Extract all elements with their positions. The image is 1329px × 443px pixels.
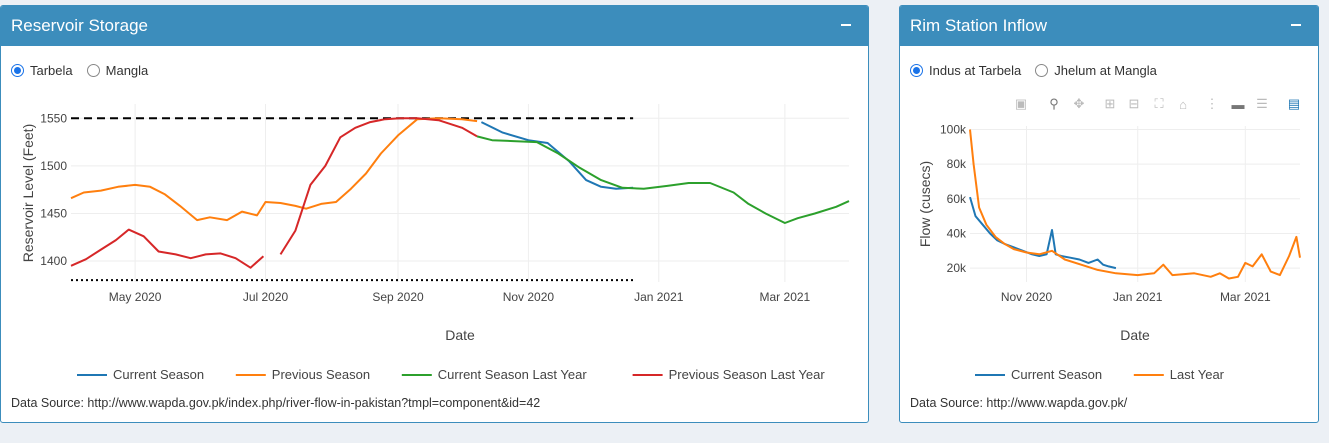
radio-jhelum-mangla[interactable]: Jhelum at Mangla xyxy=(1035,63,1157,78)
rim-box-title: Rim Station Inflow xyxy=(910,16,1047,35)
legend-label: Current Season xyxy=(113,367,204,382)
radio-mangla[interactable]: Mangla xyxy=(86,62,149,78)
reset-axes-icon[interactable]: ⌂ xyxy=(1179,96,1187,112)
reservoir-collapse-button[interactable] xyxy=(838,14,856,34)
rim-data-source: Data Source: http://www.wapda.gov.pk/ xyxy=(910,396,1128,410)
rim-chart: 20k 40k 60k 80k 100k Nov 2020 Jan 2021 Mar 2021… xyxy=(917,122,1301,382)
rim-station-box: Rim Station Inflow Indus at Tarbela Jhel… xyxy=(899,5,1319,423)
zoom-in-icon[interactable]: ⊞ xyxy=(1104,96,1116,111)
y-tick-label: 60k xyxy=(947,192,967,206)
camera-icon[interactable]: ▣ xyxy=(1014,96,1028,111)
legend-label: Last Year xyxy=(1170,367,1225,382)
series-line xyxy=(476,135,850,224)
autoscale-icon[interactable]: ⛶ xyxy=(1154,96,1164,111)
radio-indus-tarbela[interactable]: Indus at Tarbela xyxy=(910,63,1021,78)
reservoir-radio-group: Tarbela Mangla xyxy=(11,60,148,80)
reservoir-box-header: Reservoir Storage xyxy=(1,6,868,46)
x-axis-title: Date xyxy=(445,327,475,343)
reservoir-chart: 1400 1450 1500 1550 May 2020 Jul 2020 Sep 2020… xyxy=(20,104,850,382)
legend-label: Current Season xyxy=(1011,367,1102,382)
legend-label: Previous Season Last Year xyxy=(669,367,826,382)
x-tick-label: May 2020 xyxy=(109,290,162,304)
x-tick-label: Jan 2021 xyxy=(634,290,684,304)
radio-tarbela[interactable]: Tarbela xyxy=(11,63,73,78)
rim-collapse-button[interactable] xyxy=(1288,14,1306,34)
x-tick-label: Nov 2020 xyxy=(503,290,555,304)
hover-compare-icon[interactable]: ☰ xyxy=(1256,96,1268,111)
y-tick-label: 1500 xyxy=(40,159,67,173)
radio-tarbela-label: Tarbela xyxy=(30,62,73,78)
radio-tarbela-dot[interactable] xyxy=(11,63,24,77)
radio-jhelum-mangla-label: Jhelum at Mangla xyxy=(1054,62,1157,78)
y-axis-title: Flow (cusecs) xyxy=(917,161,933,247)
series-line xyxy=(70,117,478,222)
x-tick-label: Mar 2021 xyxy=(760,290,811,304)
x-tick-label: Nov 2020 xyxy=(1001,290,1053,304)
reservoir-data-source: Data Source: http://www.wapda.gov.pk/ind… xyxy=(11,396,541,410)
legend-label: Current Season Last Year xyxy=(438,367,588,382)
hover-closest-icon[interactable]: ▬ xyxy=(1231,96,1245,112)
radio-mangla-label: Mangla xyxy=(105,62,149,78)
x-axis-title: Date xyxy=(1120,327,1150,343)
reservoir-box-title: Reservoir Storage xyxy=(11,16,149,35)
series-line xyxy=(70,117,478,269)
radio-jhelum-mangla-dot[interactable] xyxy=(1035,63,1049,77)
y-tick-label: 1550 xyxy=(40,111,67,125)
x-tick-label: Sep 2020 xyxy=(372,290,424,304)
series-line xyxy=(969,129,1301,280)
y-tick-label: 20k xyxy=(947,261,967,275)
radio-indus-tarbela-label: Indus at Tarbela xyxy=(929,62,1022,78)
x-tick-label: Mar 2021 xyxy=(1220,290,1271,304)
radio-mangla-dot[interactable] xyxy=(86,63,100,77)
y-tick-label: 1400 xyxy=(40,254,67,268)
rim-box-header: Rim Station Inflow xyxy=(900,6,1318,46)
x-tick-label: Jan 2021 xyxy=(1113,290,1163,304)
rim-radio-group: Indus at Tarbela Jhelum at Mangla xyxy=(910,60,1157,80)
spike-lines-icon[interactable]: ⋮ xyxy=(1205,96,1219,111)
y-axis-title: Reservoir Level (Feet) xyxy=(20,124,36,263)
y-tick-label: 80k xyxy=(947,157,967,171)
pan-icon[interactable]: ✥ xyxy=(1073,96,1085,111)
zoom-out-icon[interactable]: ⊟ xyxy=(1128,96,1140,111)
reservoir-storage-box: Reservoir Storage Tarbela Mangla 1400 145… xyxy=(0,5,869,423)
x-tick-label: Jul 2020 xyxy=(243,290,289,304)
zoom-icon[interactable]: ⚲ xyxy=(1049,96,1059,111)
y-tick-label: 40k xyxy=(947,226,967,240)
y-tick-label: 100k xyxy=(940,122,967,136)
y-tick-label: 1450 xyxy=(40,206,67,220)
radio-indus-tarbela-dot[interactable] xyxy=(910,63,923,77)
series-line xyxy=(969,196,1117,270)
legend-label: Previous Season xyxy=(272,367,370,382)
plotly-logo-icon[interactable]: ▤ xyxy=(1287,96,1301,111)
series-line xyxy=(480,121,634,190)
